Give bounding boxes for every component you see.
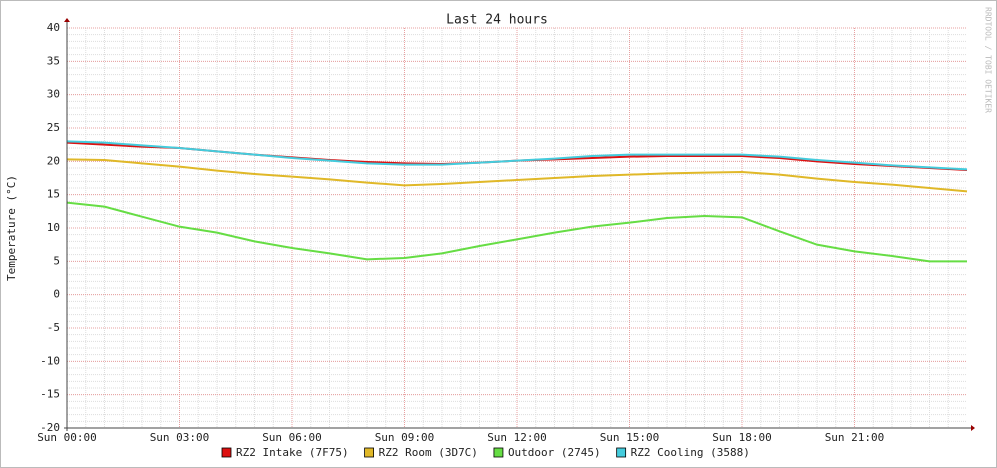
legend-label: RZ2 Cooling (3588) <box>631 446 750 459</box>
grid <box>66 27 967 429</box>
axis-arrow <box>64 18 70 22</box>
legend-swatch <box>616 447 627 458</box>
y-tick-label: 20 <box>47 154 60 167</box>
y-tick-label: -15 <box>40 388 60 401</box>
y-tick-label: 30 <box>47 88 60 101</box>
legend-label: Outdoor (2745) <box>508 446 601 459</box>
x-tick-label: Sun 18:00 <box>712 431 772 444</box>
x-tick-label: Sun 09:00 <box>375 431 435 444</box>
legend-label: RZ2 Room (3D7C) <box>379 446 478 459</box>
x-tick-label: Sun 12:00 <box>487 431 547 444</box>
plot <box>66 140 968 263</box>
legend-swatch <box>221 447 232 458</box>
legend-swatch <box>364 447 374 458</box>
legend-label: RZ2 Intake (7F75) <box>236 446 349 459</box>
x-tick-label: Sun 21:00 <box>825 431 885 444</box>
y-tick-label: -5 <box>47 321 60 334</box>
x-tick-label: Sun 03:00 <box>150 431 210 444</box>
y-tick-label: -20 <box>40 421 60 434</box>
y-axis-label: Temperature (°C) <box>5 175 18 281</box>
y-tick-label: 0 <box>53 288 60 301</box>
series-line <box>66 140 968 171</box>
legend-swatch <box>493 447 504 458</box>
y-tick-label: -10 <box>40 354 60 367</box>
y-tick-label: 35 <box>47 54 60 67</box>
y-tick-label: 10 <box>47 221 60 234</box>
x-tick-label: Sun 06:00 <box>262 431 322 444</box>
y-tick-label: 25 <box>47 121 60 134</box>
chart-title: Last 24 hours <box>446 13 548 28</box>
y-tick-label: 5 <box>53 254 60 267</box>
series-line <box>66 201 967 263</box>
series-line <box>66 158 968 193</box>
x-tick-label: Sun 00:00 <box>37 431 97 444</box>
watermark: RRDTOOL / TOBI OETIKER <box>984 7 993 113</box>
x-tick-label: Sun 15:00 <box>600 431 660 444</box>
y-tick-label: 15 <box>47 188 60 201</box>
axis-arrow <box>971 425 975 431</box>
y-tick-label: 40 <box>47 21 60 34</box>
